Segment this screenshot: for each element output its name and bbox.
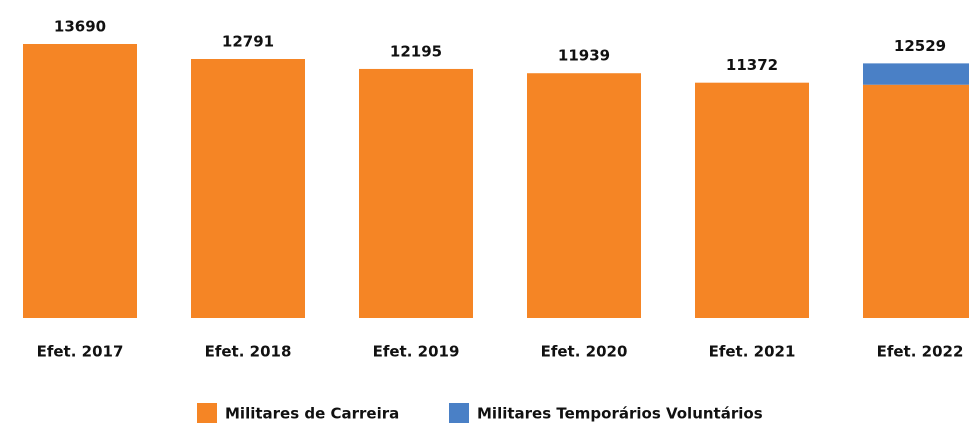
total-label: 12195 [390, 42, 442, 60]
legend-label: Militares de Carreira [225, 405, 399, 423]
x-tick-label: Efet. 2018 [205, 343, 292, 361]
legend-swatch [449, 403, 469, 423]
total-label: 11939 [558, 47, 610, 65]
total-label: 11372 [726, 56, 778, 74]
legend-swatch [197, 403, 217, 423]
bar-segment [359, 68, 473, 318]
x-tick-label: Efet. 2017 [37, 343, 124, 361]
x-tick-label: Efet. 2022 [877, 343, 964, 361]
bar-segment [863, 84, 969, 318]
x-tick-label: Efet. 2020 [541, 343, 628, 361]
bar-segment [863, 63, 969, 85]
bar-segment [527, 73, 641, 318]
x-tick-label: Efet. 2021 [709, 343, 796, 361]
bar-segment [191, 59, 305, 319]
x-tick-label: Efet. 2019 [373, 343, 460, 361]
total-label: 12529 [894, 37, 946, 55]
total-label: 13690 [54, 17, 106, 35]
bar-segment [695, 82, 809, 318]
total-label: 12791 [222, 33, 274, 51]
bar-segment [23, 43, 137, 319]
legend-label: Militares Temporários Voluntários [477, 405, 763, 423]
